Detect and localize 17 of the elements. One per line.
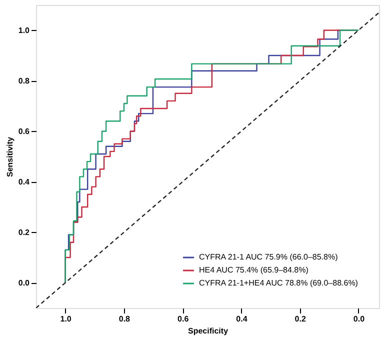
x-tick-label: 0.0 xyxy=(353,314,366,324)
y-tick-label: 0.4 xyxy=(18,177,30,186)
y-tick-label: 0.6 xyxy=(18,126,30,136)
legend-label: CYFRA 21-1+HE4 AUC 78.8% (69.0–88.6%) xyxy=(199,278,358,288)
y-axis-title: Sensitivity xyxy=(5,136,14,178)
y-tick-label: 1.0 xyxy=(18,26,30,35)
x-tick-label: 0.2 xyxy=(294,314,306,324)
x-tick-label: 0.8 xyxy=(118,314,131,324)
legend-label: HE4 AUC 75.4% (65.9–84.8%) xyxy=(199,266,309,274)
x-tick-label: 0.6 xyxy=(178,314,190,324)
x-tick-label: 1.0 xyxy=(60,314,72,324)
legend-label: CYFRA 21-1 AUC 75.9% (66.0–85.8%) xyxy=(199,252,338,262)
y-tick-label: 0.0 xyxy=(18,278,30,288)
x-tick-label: 0.4 xyxy=(236,314,248,324)
y-tick-label: 0.2 xyxy=(18,228,30,237)
y-tick-label: 0.8 xyxy=(18,76,30,86)
x-axis-title: Specificity xyxy=(188,326,229,336)
